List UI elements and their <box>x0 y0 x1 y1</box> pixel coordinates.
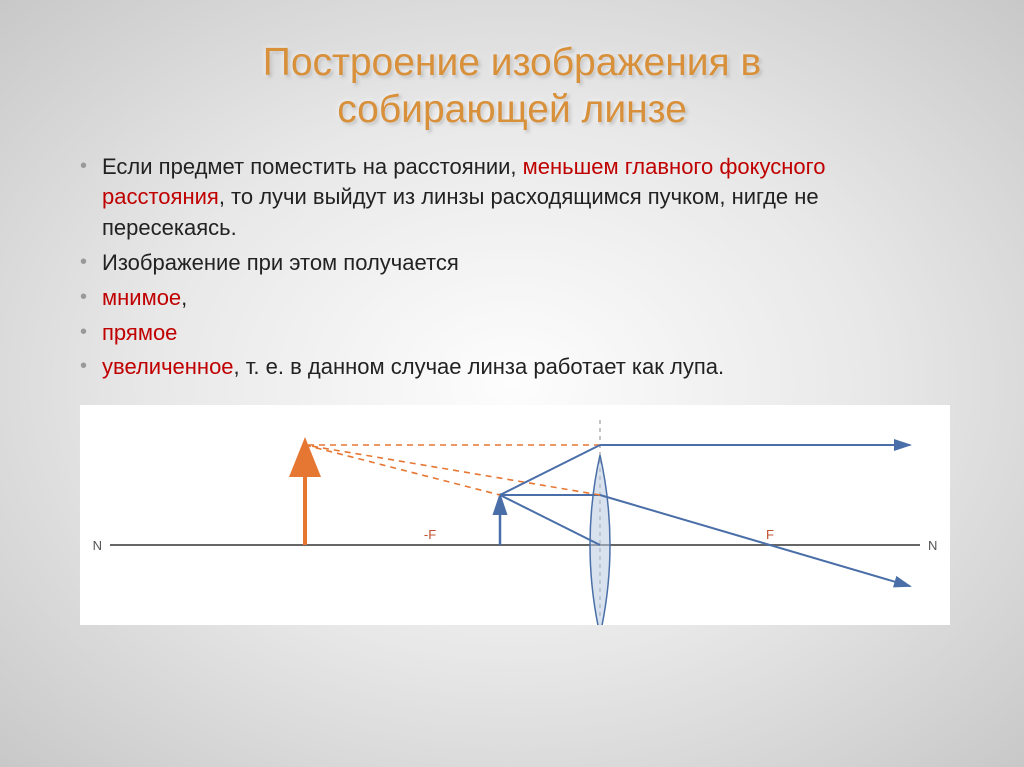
lens-diagram: N N -F F <box>80 405 950 625</box>
bullet-1: Если предмет поместить на расстоянии, ме… <box>80 152 944 244</box>
bullet-2: Изображение при этом получается <box>80 248 944 279</box>
bullet-4: прямое <box>80 318 944 349</box>
svg-text:N: N <box>93 538 102 553</box>
svg-text:N: N <box>928 538 937 553</box>
slide-content: Если предмет поместить на расстоянии, ме… <box>80 152 944 384</box>
svg-text:F: F <box>766 527 774 542</box>
bullet-5: увеличенное, т. е. в данном случае линза… <box>80 352 944 383</box>
bullet-3: мнимое, <box>80 283 944 314</box>
slide-title: Построение изображения в собирающей линз… <box>80 40 944 134</box>
svg-text:-F: -F <box>424 527 436 542</box>
